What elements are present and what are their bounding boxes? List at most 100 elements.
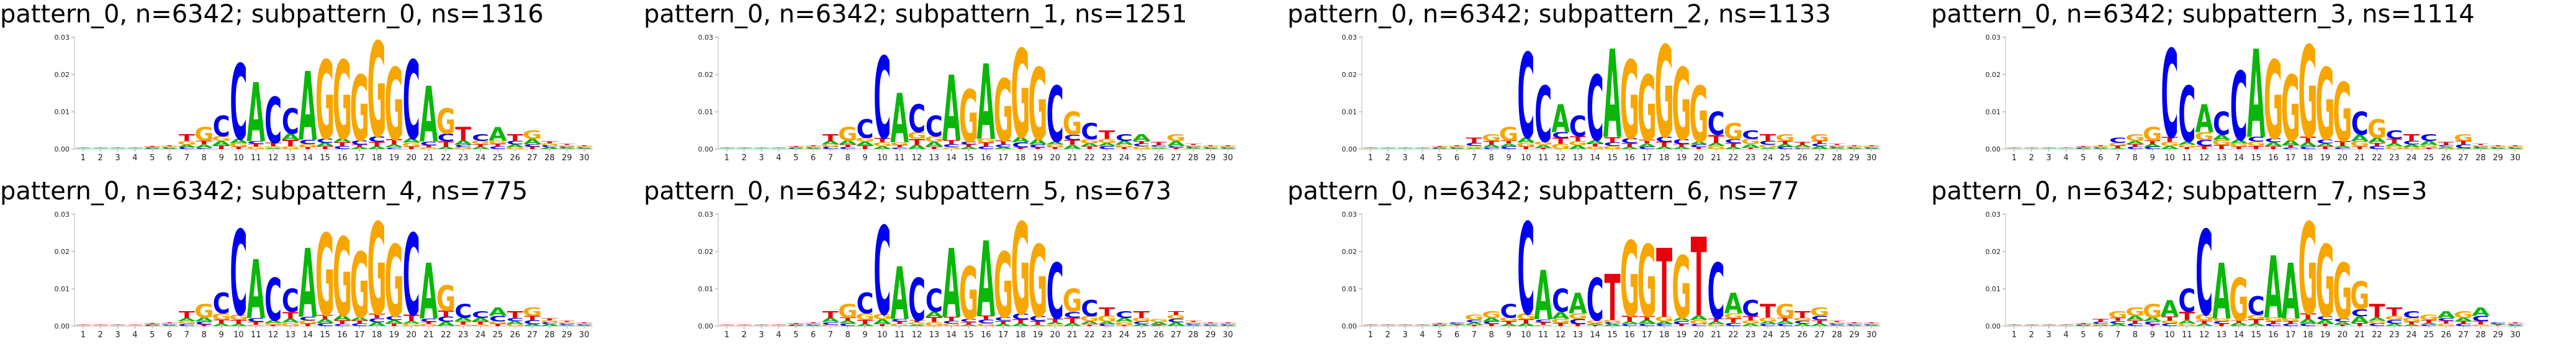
logo-letter-g: G: [1361, 147, 1380, 148]
logo-letter-t: T: [1501, 320, 1517, 325]
logo-letter-c: C: [524, 319, 541, 326]
logo-letter-a: A: [2091, 325, 2110, 327]
logo-letter-t: T: [2507, 145, 2524, 147]
x-tick-label: 11: [251, 330, 261, 340]
logo-letter-g: G: [994, 61, 1013, 161]
logo-letter-g: G: [873, 141, 892, 148]
logo-letter-a: A: [1379, 148, 1397, 149]
x-tick-label: 2: [98, 330, 103, 340]
logo-letter-g: G: [1654, 315, 1673, 323]
logo-letter-g: G: [803, 323, 822, 324]
logo-letter-a: A: [1724, 147, 1743, 150]
logo-letter-t: T: [2213, 323, 2230, 327]
logo-letter-t: T: [2092, 318, 2109, 324]
logo-letter-g: G: [2454, 132, 2473, 143]
logo-letter-a: A: [2040, 148, 2058, 149]
logo-letter-t: T: [2507, 322, 2524, 324]
x-tick-label: 19: [389, 330, 400, 340]
logo-letter-c: C: [1047, 249, 1064, 337]
logo-letter-t: T: [1691, 147, 1708, 150]
logo-letter-t: T: [1621, 142, 1637, 148]
logo-letter-c: C: [213, 110, 230, 143]
x-tick-label: 6: [811, 153, 816, 163]
logo-letter-g: G: [1758, 144, 1777, 149]
logo-letter-t: T: [541, 318, 558, 321]
logo-letter-a: A: [2022, 325, 2041, 326]
x-tick-label: 24: [475, 153, 486, 163]
logo-letter-g: G: [2264, 38, 2283, 164]
logo-letter-c: C: [558, 146, 575, 148]
logo-letter-a: A: [178, 317, 197, 322]
logo-letter-g: G: [367, 15, 386, 167]
logo-letter-g: G: [2074, 147, 2093, 148]
x-tick-label: 24: [1763, 330, 1773, 340]
x-tick-label: 7: [2115, 330, 2120, 340]
logo-letter-g: G: [108, 147, 127, 148]
x-tick-label: 5: [1437, 330, 1442, 340]
logo-letter-a: A: [367, 321, 386, 327]
logo-letter-t: T: [421, 145, 438, 148]
logo-letter-g: G: [91, 324, 110, 325]
logo-letter-c: C: [2299, 323, 2317, 327]
logo-letter-t: T: [179, 132, 195, 143]
logo-letter-g: G: [717, 324, 736, 325]
logo-letter-t: T: [1030, 147, 1047, 150]
logo-letter-c: C: [1012, 312, 1029, 321]
x-tick-label: 29: [1849, 330, 1860, 340]
logo-letter-g: G: [73, 147, 92, 148]
x-tick-label: 30: [579, 330, 590, 340]
y-tick-label: 0.03: [1986, 34, 2001, 42]
x-tick-label: 29: [1205, 153, 1216, 163]
logo-letter-g: G: [2022, 324, 2041, 325]
logo-letter-g: G: [333, 38, 352, 164]
logo-letter-t: T: [1099, 129, 1115, 142]
logo-letter-a: A: [1046, 322, 1065, 325]
logo-letter-g: G: [419, 324, 438, 327]
logo-letter-a: A: [1218, 148, 1237, 149]
logo-letter-a: A: [1413, 325, 1432, 326]
logo-letter-c: C: [839, 323, 857, 327]
logo-letter-t: T: [874, 324, 891, 327]
logo-letter-c: C: [2385, 319, 2403, 325]
logo-letter-a: A: [1465, 147, 1484, 149]
logo-letter-a: A: [1081, 320, 1100, 325]
logo-letter-g: G: [2402, 317, 2421, 323]
logo-letter-g: G: [125, 147, 145, 148]
logo-letter-a: A: [74, 325, 92, 326]
logo-letter-g: G: [1395, 324, 1415, 325]
logo-letter-a: A: [1811, 322, 1830, 327]
logo-letter-g: G: [2056, 324, 2076, 325]
logo-letter-t: T: [995, 320, 1011, 325]
logo-letter-c: C: [977, 146, 994, 150]
logo-letter-a: A: [2177, 140, 2197, 146]
logo-letter-a: A: [925, 140, 943, 148]
x-tick-label: 1: [1368, 330, 1373, 340]
logo-letter-t: T: [788, 323, 804, 324]
logo-letter-c: C: [994, 316, 1012, 322]
logo-plot: 0.000.010.020.031ACGT2ACGT3ACGT4ACGT5ACG…: [55, 198, 594, 344]
logo-letter-c: C: [2230, 325, 2248, 326]
logo-letter-a: A: [2126, 140, 2145, 145]
logo-letter-c: C: [2092, 322, 2109, 325]
logo-letter-c: C: [2317, 315, 2334, 321]
logo-letter-a: A: [2005, 325, 2024, 326]
logo-letter-g: G: [734, 147, 754, 148]
x-tick-label: 13: [1573, 330, 1583, 340]
logo-letter-t: T: [1777, 140, 1793, 145]
logo-letter-c: C: [368, 317, 385, 324]
logo-letter-a: A: [437, 147, 456, 150]
logo-letter-g: G: [1845, 146, 1864, 147]
x-tick-label: 28: [1188, 153, 1199, 163]
x-tick-label: 25: [493, 330, 503, 340]
logo-letter-c: C: [2472, 146, 2489, 148]
logo-letter-g: G: [924, 320, 943, 327]
logo-letter-c: C: [1098, 145, 1115, 150]
logo-letter-c: C: [1724, 322, 1742, 327]
logo-letter-a: A: [1517, 136, 1536, 144]
logo-letter-t: T: [1012, 147, 1029, 150]
logo-letter-t: T: [2161, 315, 2177, 322]
x-tick-label: 13: [929, 153, 940, 163]
logo-letter-c: C: [1845, 147, 1863, 148]
logo-letter-g: G: [2281, 57, 2300, 161]
logo-letter-g: G: [1028, 225, 1047, 340]
